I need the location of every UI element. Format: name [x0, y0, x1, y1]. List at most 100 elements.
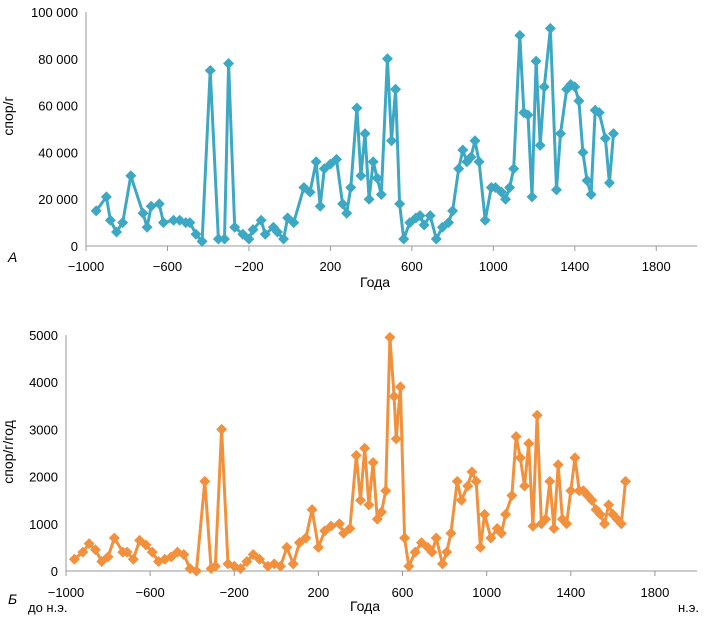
panel-a-data-point	[508, 163, 520, 175]
panel-b-data-point	[102, 551, 114, 563]
panel-a-data-point	[555, 128, 567, 140]
panel-a-data-point	[310, 156, 322, 168]
panel-a-data-point	[386, 135, 397, 147]
panel-a-ytick-label: 40 000	[38, 145, 78, 160]
panel-a-data-point	[514, 29, 526, 41]
panel-a-data-point	[443, 217, 455, 229]
panel-a-data-point	[522, 109, 534, 121]
panel-b-data-point	[603, 499, 615, 511]
panel-a-data-point	[184, 217, 196, 229]
panel-a-data-point	[585, 189, 597, 201]
panel-a-data-point	[363, 193, 375, 205]
panel-a-data-point	[355, 170, 367, 182]
panel-b-data-point	[615, 518, 627, 530]
panel-b-xtick-label: −200	[220, 585, 249, 600]
panel-a-data-point	[145, 200, 157, 212]
panel-b-xtick-label: 1400	[556, 585, 585, 600]
panel-b-data-point	[121, 546, 133, 558]
panel-b-ytick-label: 2000	[29, 470, 58, 485]
panel-b-data-point	[506, 489, 518, 501]
panel-a-data-point	[367, 156, 379, 168]
panel-a-data-point	[371, 172, 383, 184]
panel-a-data-point	[337, 198, 349, 210]
panel-b-data-point	[140, 539, 152, 551]
panel-b-data-point	[83, 538, 95, 550]
panel-b-data-point	[367, 456, 379, 468]
panel-a-xtick-label: 1400	[560, 259, 589, 274]
panel-a-xtick-label: 200	[320, 259, 342, 274]
panel-b-ytick-label: 4000	[29, 375, 58, 390]
panel-b-data-point	[466, 466, 478, 478]
panel-b-data-point	[178, 548, 190, 560]
panel-b-data-point	[338, 527, 350, 539]
panel-a-series-line	[94, 26, 615, 243]
panel-a-data-point	[603, 177, 615, 189]
panel-b-data-point	[409, 546, 421, 558]
panel-b-data-point	[359, 442, 371, 454]
panel-a-xtick-label: −200	[234, 259, 263, 274]
panel-a-xtick-label: 1800	[642, 259, 671, 274]
panel-a-data-point	[304, 186, 316, 198]
panel-b-chart: 0 1000 2000 3000 4000 5000 −1000 −600 −200 200 60…	[0, 328, 699, 615]
panel-b-data-point	[561, 518, 573, 530]
panel-b-data-point	[474, 541, 486, 553]
panel-b-data-point	[390, 433, 402, 445]
panel-b-data-point	[344, 523, 356, 535]
panel-b-data-point	[399, 532, 411, 544]
panel-a-data-point	[550, 184, 562, 196]
panel-a-data-point	[157, 217, 169, 229]
panel-a-data-point	[331, 153, 343, 165]
panel-b-data-point	[241, 556, 253, 568]
panel-b-data-point	[430, 532, 442, 544]
panel-b-data-point	[281, 541, 293, 553]
panel-a-xtick-label: −600	[153, 259, 182, 274]
panel-b-data-point	[548, 523, 560, 535]
panel-a-label: А	[7, 249, 17, 265]
panel-b-data-point	[354, 494, 366, 506]
panel-a-ytick-label: 80 000	[38, 52, 78, 67]
panel-a-data-point	[479, 214, 491, 226]
panel-a-data-point	[247, 224, 259, 236]
panel-b-data-point	[199, 475, 211, 487]
panel-b-data-point	[426, 546, 438, 558]
panel-a-data-point	[573, 95, 585, 107]
panel-b-data-point	[552, 459, 564, 471]
panel-b-data-point	[127, 553, 139, 565]
panel-b-data-point	[380, 485, 392, 497]
panel-a-ytick-label: 0	[71, 239, 78, 254]
panel-b-data-point	[325, 520, 337, 532]
panel-a-data-point	[381, 53, 393, 65]
panel-b-data-point	[441, 546, 453, 558]
panel-b-data-point	[451, 475, 463, 487]
panel-b-data-point	[319, 525, 331, 537]
panel-b-data-point	[544, 475, 556, 487]
panel-a-data-point	[500, 193, 512, 205]
panel-a-data-point	[196, 235, 208, 247]
panel-a-data-point	[259, 228, 271, 240]
panel-a-data-point	[418, 219, 430, 231]
panel-a-data-point	[345, 182, 357, 193]
panel-a-data-point	[218, 233, 230, 245]
panel-b-data-point	[134, 534, 146, 546]
panel-a-data-point	[593, 107, 605, 119]
panel-b-data-point	[293, 537, 305, 549]
panel-a-data-point	[504, 182, 516, 193]
panel-a-data-point	[569, 81, 581, 93]
panel-a-data-point	[351, 102, 363, 114]
panel-b-data-point	[495, 527, 507, 539]
panel-b-series-line	[73, 335, 627, 573]
panel-a-data-point	[223, 57, 235, 69]
panel-b-xtick-label: 1800	[640, 585, 669, 600]
panel-b-data-point	[190, 565, 202, 577]
panel-a-data-point	[100, 191, 112, 203]
panel-a-data-point	[243, 233, 255, 245]
panel-a-ytick-label: 20 000	[38, 192, 78, 207]
panel-b-data-point	[247, 548, 259, 560]
panel-b-data-point	[403, 560, 415, 572]
panel-b-data-point	[569, 452, 581, 464]
panel-b-data-point	[350, 449, 362, 461]
panel-b-data-point	[540, 513, 552, 525]
panel-b-data-point	[436, 558, 448, 570]
